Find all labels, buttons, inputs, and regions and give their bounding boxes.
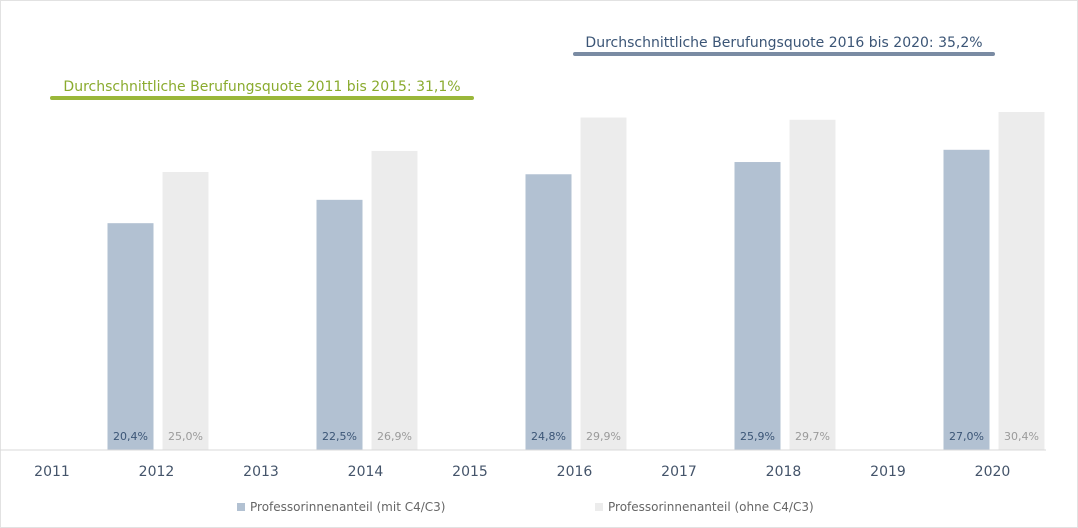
bar-ohne [789,119,836,450]
x-tick-label: 2019 [870,464,906,480]
data-label: 22,5% [322,430,357,443]
x-tick-label: 2011 [34,464,70,480]
x-tick-label: 2013 [243,464,279,480]
bars-layer [107,112,1045,451]
x-tick-label: 2012 [139,464,175,480]
bar-ohne [998,112,1045,450]
legend-swatch-ohne [595,503,603,511]
bar-mit [107,223,154,450]
legend-item-ohne: Professorinnenanteil (ohne C4/C3) [595,500,814,514]
average-label: Durchschnittliche Berufungsquote 2011 bi… [63,79,460,95]
x-tick-labels: 2011 2012 2013 2014 2015 2016 2017 2018 2019 2020 [34,464,1010,480]
bar-mit [525,174,572,450]
legend-label-mit: Professorinnenanteil (mit C4/C3) [250,500,446,514]
data-label: 25,0% [168,430,203,443]
x-tick-label: 2016 [557,464,593,480]
data-label: 20,4% [113,430,148,443]
bar-mit [734,162,781,450]
x-tick-label: 2017 [661,464,697,480]
data-label: 27,0% [949,430,984,443]
average-label: Durchschnittliche Berufungsquote 2016 bi… [585,35,982,51]
data-label: 25,9% [740,430,775,443]
average-annotations: Durchschnittliche Berufungsquote 2011 bi… [50,35,995,100]
x-tick-label: 2020 [975,464,1011,480]
data-label: 24,8% [531,430,566,443]
bar-mit [943,149,990,451]
data-label: 29,9% [586,430,621,443]
legend-swatch-mit [237,503,245,511]
x-tick-label: 2018 [766,464,802,480]
bar-ohne [580,117,627,451]
bar-ohne [162,172,209,450]
data-label: 30,4% [1004,430,1039,443]
x-tick-label: 2014 [348,464,384,480]
bar-mit [316,199,363,450]
data-label: 26,9% [377,430,412,443]
data-labels-layer: 20,4% 25,0% 22,5% 26,9% 24,8% 29,9% 25,9% 29,7%… [113,430,1039,443]
bar-ohne [371,150,418,450]
legend-item-mit: Professorinnenanteil (mit C4/C3) [237,500,445,514]
legend-label-ohne: Professorinnenanteil (ohne C4/C3) [608,500,814,514]
data-label: 29,7% [795,430,830,443]
x-tick-label: 2015 [452,464,488,480]
